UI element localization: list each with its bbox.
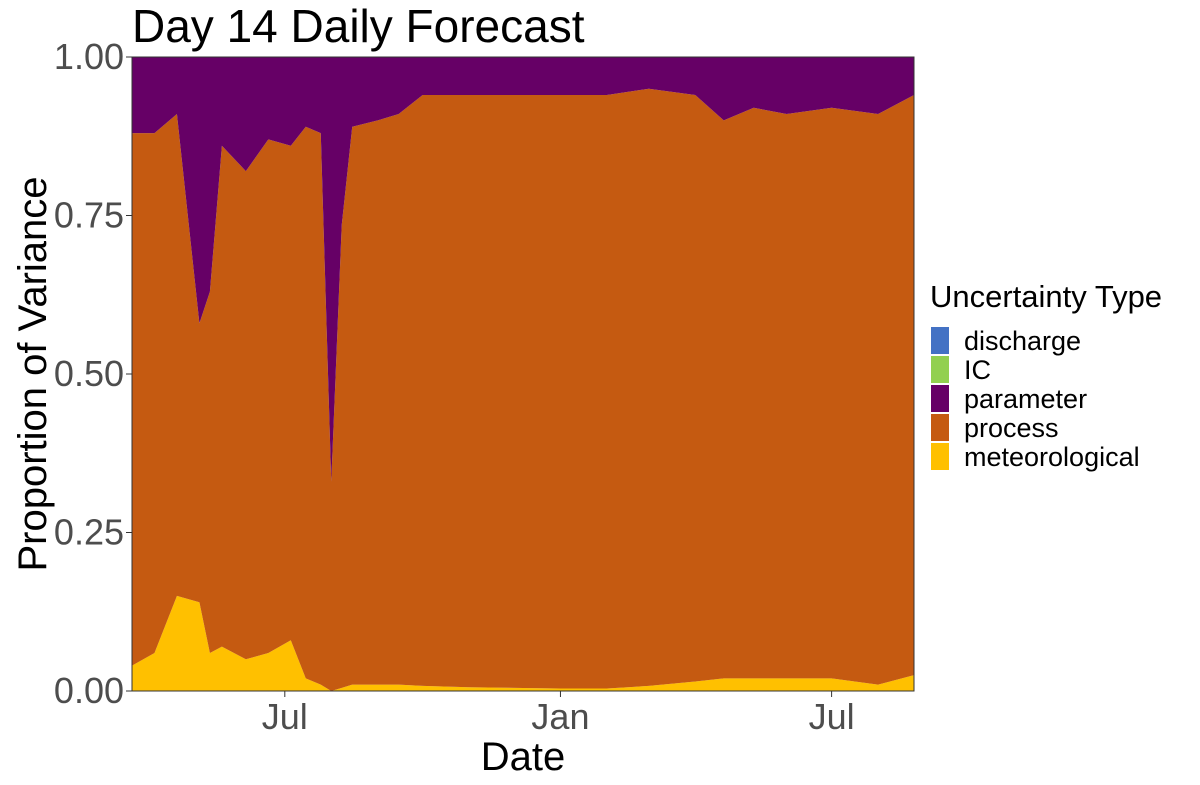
legend-swatch-meteorological (931, 443, 949, 470)
legend-title: Uncertainty Type (930, 279, 1162, 314)
x-tick-label: Jul (262, 696, 308, 737)
y-tick-label: 0.50 (54, 353, 124, 394)
legend-label-parameter: parameter (964, 384, 1087, 414)
area-process (132, 88, 914, 691)
chart-title: Day 14 Daily Forecast (132, 0, 585, 52)
y-tick-label: 0.00 (54, 670, 124, 711)
y-tick-label: 1.00 (54, 36, 124, 77)
y-axis: 0.00 0.25 0.50 0.75 1.00 (54, 36, 132, 711)
area-meteorological (132, 595, 914, 691)
y-axis-title: Proportion of Variance (11, 176, 55, 571)
y-tick-label: 0.25 (54, 512, 124, 553)
legend-swatch-ic (931, 356, 949, 383)
stacked-areas (132, 57, 914, 691)
legend-label-ic: IC (964, 355, 991, 385)
y-tick-label: 0.75 (54, 195, 124, 236)
legend-swatch-process (931, 414, 949, 441)
x-axis: Jul Jan Jul (262, 691, 855, 737)
x-tick-label: Jan (531, 696, 589, 737)
legend-label-process: process (964, 413, 1059, 443)
area-parameter (132, 57, 914, 482)
x-tick-label: Jul (809, 696, 855, 737)
x-axis-title: Date (481, 735, 566, 779)
legend-label-meteorological: meteorological (964, 442, 1140, 472)
legend-swatch-parameter (931, 385, 949, 412)
legend-label-discharge: discharge (964, 326, 1081, 356)
legend-swatch-discharge (931, 327, 949, 354)
legend-items: dischargeICparameterprocessmeteorologica… (931, 326, 1140, 472)
legend: Uncertainty Type dischargeICparameterpro… (930, 279, 1162, 472)
